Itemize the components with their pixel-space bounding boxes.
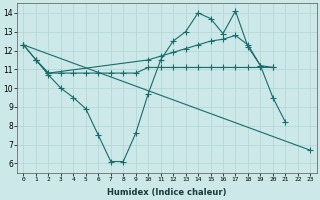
X-axis label: Humidex (Indice chaleur): Humidex (Indice chaleur) xyxy=(107,188,227,197)
